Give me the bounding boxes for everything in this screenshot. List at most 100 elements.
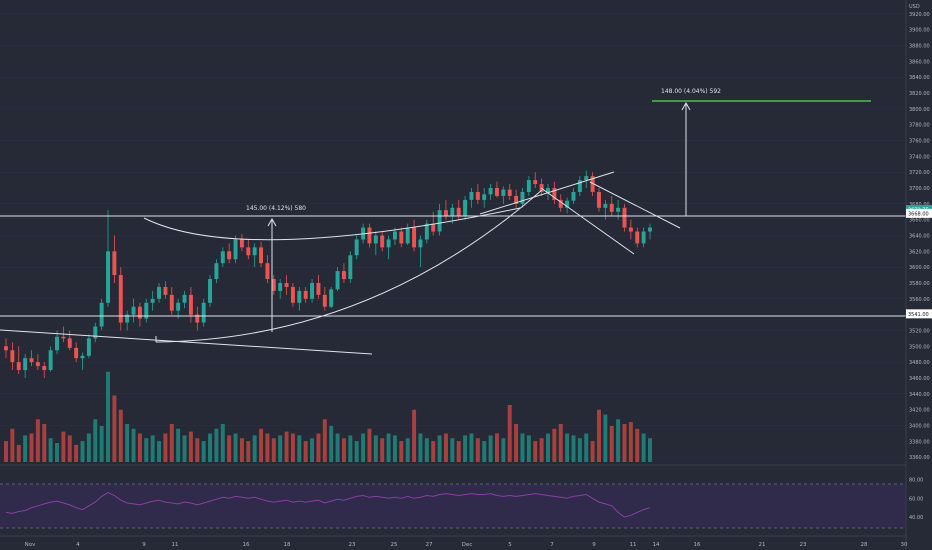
- time-axis-label[interactable]: 30: [901, 542, 908, 548]
- flag-lower[interactable]: [540, 187, 635, 255]
- volume-bar: [354, 441, 359, 462]
- price-tick-label: 3760.00: [909, 139, 930, 145]
- time-axis-labels[interactable]: Nov 4 9 11 16 18 23 25 27 Dec 5 7 9 11 14 16 21 23 28 30: [25, 542, 908, 548]
- volume-bar: [271, 438, 276, 462]
- rising-wedge-upper[interactable]: [479, 171, 615, 215]
- candle-body: [278, 282, 283, 291]
- volume-bar: [220, 424, 225, 462]
- time-axis-label[interactable]: Nov: [25, 542, 36, 548]
- candle-body: [112, 251, 117, 276]
- volume-bar: [577, 438, 582, 462]
- volume-bar: [628, 422, 633, 462]
- volume-bar: [125, 424, 130, 462]
- range-measure-arrow: [267, 217, 277, 227]
- cup-arc-upper[interactable]: [143, 207, 521, 241]
- price-tick-label: 3800.00: [909, 107, 930, 113]
- price-badge-label: 3668.00: [908, 211, 929, 217]
- price-tick-label: 3360.00: [909, 455, 930, 461]
- volume-bar: [150, 435, 155, 462]
- time-axis-label[interactable]: 27: [426, 542, 433, 548]
- price-tick-label: 3660.00: [909, 218, 930, 224]
- cup-arc-lower[interactable]: [155, 189, 543, 343]
- candle-body: [648, 227, 652, 232]
- volume-bar: [456, 441, 461, 462]
- volume-bar: [195, 438, 200, 462]
- volume-bar: [488, 435, 493, 462]
- volume-bar: [431, 441, 436, 462]
- volume-bar: [214, 428, 219, 462]
- candle-body: [80, 355, 85, 359]
- price-tick-label: 3580.00: [909, 281, 930, 287]
- volume-bar: [482, 441, 487, 462]
- price-tick-label: 3680.00: [909, 202, 930, 208]
- time-axis-label[interactable]: 9: [142, 542, 146, 548]
- volume-bar: [418, 433, 423, 462]
- price-tick-label: 3780.00: [909, 123, 930, 129]
- candle-body: [208, 279, 213, 303]
- time-axis-label[interactable]: 16: [243, 542, 250, 548]
- time-axis-label[interactable]: 11: [172, 542, 179, 548]
- volume-bar: [552, 428, 557, 462]
- candle-body: [520, 191, 525, 204]
- time-axis-label[interactable]: 21: [759, 542, 766, 548]
- candle-body: [341, 271, 346, 280]
- volume-bar: [284, 431, 289, 462]
- candle-body: [48, 350, 53, 371]
- time-axis-label[interactable]: 23: [800, 542, 807, 548]
- volume-bar: [558, 424, 563, 462]
- volume-bar: [514, 424, 519, 462]
- volume-bar: [310, 438, 315, 462]
- time-axis-label[interactable]: Dec: [462, 542, 473, 548]
- volume-bar: [259, 428, 264, 462]
- price-tick-label: 3380.00: [909, 439, 930, 445]
- candle-body: [552, 188, 557, 200]
- time-axis-label[interactable]: 9: [592, 542, 596, 548]
- price-tick-label: 3600.00: [909, 265, 930, 271]
- trend-drawings[interactable]: [0, 101, 906, 355]
- candle-body: [348, 255, 353, 280]
- candle-body: [526, 180, 531, 192]
- volume-bar: [609, 425, 614, 462]
- time-axis-label[interactable]: 25: [391, 542, 398, 548]
- time-axis-label[interactable]: 5: [508, 542, 512, 548]
- candle-body: [367, 227, 372, 244]
- candle-body: [99, 302, 104, 327]
- price-tick-label: 3920.00: [909, 12, 930, 18]
- time-axis-label[interactable]: 11: [630, 542, 637, 548]
- volume-bar: [93, 419, 98, 462]
- time-axis-label[interactable]: 23: [349, 542, 356, 548]
- time-axis-label[interactable]: 7: [550, 542, 554, 548]
- candle-body: [488, 188, 493, 195]
- price-badge: [906, 309, 932, 319]
- price-tick-label: 3820.00: [909, 91, 930, 97]
- candle-body: [590, 176, 595, 192]
- volume-bar: [367, 428, 372, 462]
- time-axis-label[interactable]: 18: [284, 542, 291, 548]
- rsi-tick-labels: 80.00 60.00 40.00: [909, 477, 923, 521]
- candle-body: [182, 294, 187, 303]
- volume-bar: [23, 435, 28, 462]
- price-tick-label: 3420.00: [909, 408, 930, 414]
- time-axis-label[interactable]: 28: [861, 542, 868, 548]
- flag-upper[interactable]: [589, 181, 681, 229]
- price-tick-label: 3520.00: [909, 328, 930, 334]
- price-tick-label: 3500.00: [909, 344, 930, 350]
- descending-trendline[interactable]: [0, 329, 373, 355]
- candle-body: [475, 191, 480, 200]
- price-badge-label: 3541.00: [908, 312, 929, 318]
- time-axis-label[interactable]: 14: [653, 542, 660, 548]
- volume-bar: [450, 438, 455, 462]
- candle-body: [271, 279, 276, 291]
- price-axis[interactable]: [906, 0, 932, 550]
- candle-body: [641, 231, 646, 244]
- volume-bar: [329, 425, 334, 462]
- candle-body: [157, 286, 162, 299]
- time-axis-label[interactable]: 4: [76, 542, 80, 548]
- time-axis-label[interactable]: 16: [694, 542, 701, 548]
- volume-bar: [380, 438, 385, 462]
- volume-bar: [341, 438, 346, 462]
- volume-bar: [641, 433, 646, 462]
- volume-bar: [176, 428, 181, 462]
- volume-bar: [208, 433, 213, 462]
